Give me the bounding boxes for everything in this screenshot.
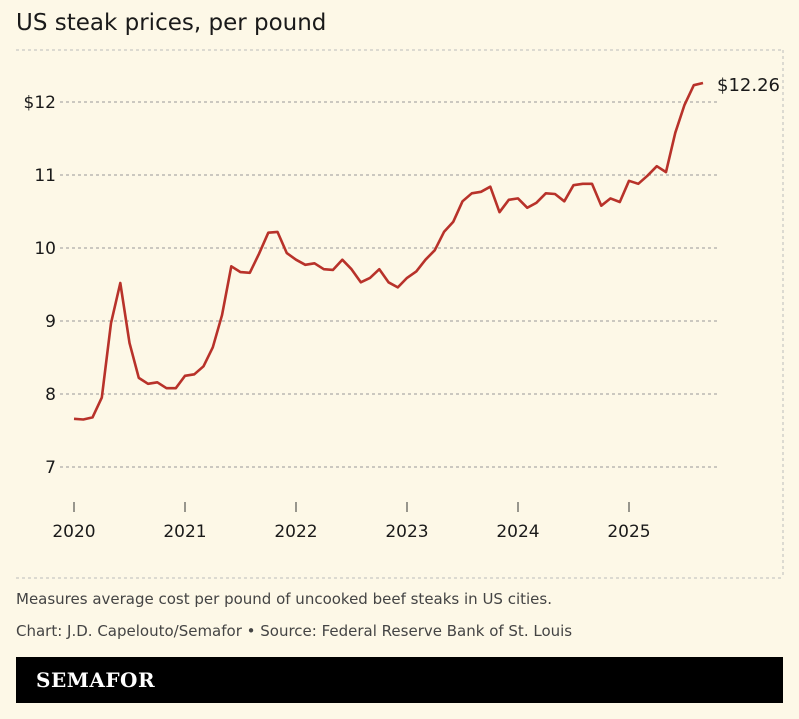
brand-footer: SEMAFOR — [16, 657, 783, 703]
y-tick-label: 8 — [45, 385, 56, 405]
chart-title: US steak prices, per pound — [16, 10, 327, 36]
x-tick-label: 2024 — [496, 522, 539, 542]
x-tick-label: 2020 — [52, 522, 95, 542]
x-tick-label: 2022 — [274, 522, 317, 542]
end-value-label: $12.26 — [717, 75, 780, 96]
x-tick-label: 2023 — [385, 522, 428, 542]
y-tick-label: $12 — [24, 93, 56, 113]
y-tick-label: 10 — [34, 239, 56, 259]
x-tick-label: 2025 — [607, 522, 650, 542]
semafor-logo: SEMAFOR — [36, 668, 156, 692]
chart-description: Measures average cost per pound of uncoo… — [16, 590, 552, 608]
y-tick-label: 7 — [45, 458, 56, 478]
y-tick-label: 9 — [45, 312, 56, 332]
x-tick-label: 2021 — [163, 522, 206, 542]
series-line — [73, 81, 704, 421]
chart-credit: Chart: J.D. Capelouto/Semafor • Source: … — [16, 622, 573, 640]
y-tick-label: 11 — [34, 166, 56, 186]
